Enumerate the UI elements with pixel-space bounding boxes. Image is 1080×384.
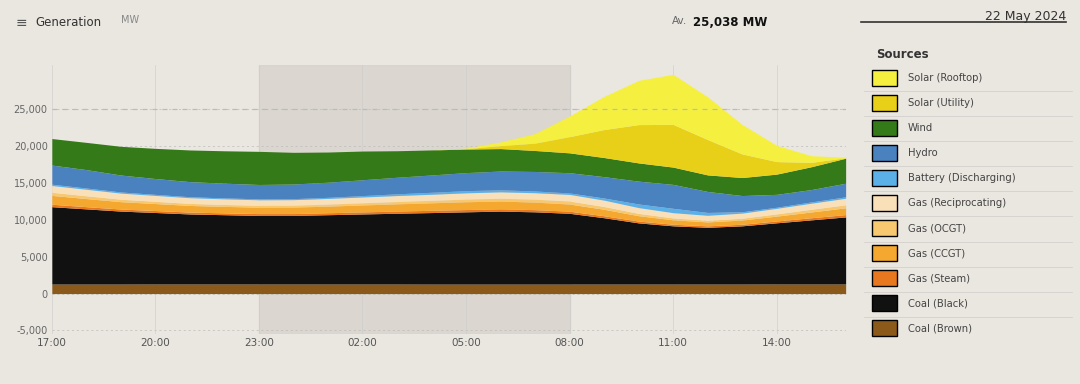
Bar: [259, 65, 569, 334]
FancyBboxPatch shape: [873, 195, 897, 211]
Text: Hydro: Hydro: [908, 148, 937, 158]
Text: Solar (Rooftop): Solar (Rooftop): [908, 73, 982, 83]
Text: Sources: Sources: [877, 48, 929, 61]
Text: Coal (Black): Coal (Black): [908, 298, 968, 308]
FancyBboxPatch shape: [873, 95, 897, 111]
Text: Gas (OCGT): Gas (OCGT): [908, 223, 966, 233]
Text: Generation: Generation: [36, 16, 102, 29]
Text: Gas (Reciprocating): Gas (Reciprocating): [908, 198, 1005, 208]
FancyBboxPatch shape: [873, 170, 897, 186]
Text: Solar (Utility): Solar (Utility): [908, 98, 974, 108]
Text: MW: MW: [121, 15, 139, 25]
FancyBboxPatch shape: [873, 120, 897, 136]
Text: Wind: Wind: [908, 123, 933, 133]
Text: ≡: ≡: [15, 16, 27, 30]
Text: 22 May 2024: 22 May 2024: [985, 10, 1066, 23]
Text: Battery (Discharging): Battery (Discharging): [908, 173, 1015, 183]
FancyBboxPatch shape: [873, 295, 897, 311]
Text: Gas (CCGT): Gas (CCGT): [908, 248, 964, 258]
FancyBboxPatch shape: [873, 320, 897, 336]
Text: 25,038 MW: 25,038 MW: [693, 16, 768, 29]
Text: Gas (Steam): Gas (Steam): [908, 273, 970, 283]
FancyBboxPatch shape: [873, 270, 897, 286]
FancyBboxPatch shape: [873, 145, 897, 161]
FancyBboxPatch shape: [873, 220, 897, 236]
Text: Coal (Brown): Coal (Brown): [908, 323, 972, 333]
FancyBboxPatch shape: [873, 70, 897, 86]
Text: Av.: Av.: [672, 16, 687, 26]
FancyBboxPatch shape: [873, 245, 897, 261]
